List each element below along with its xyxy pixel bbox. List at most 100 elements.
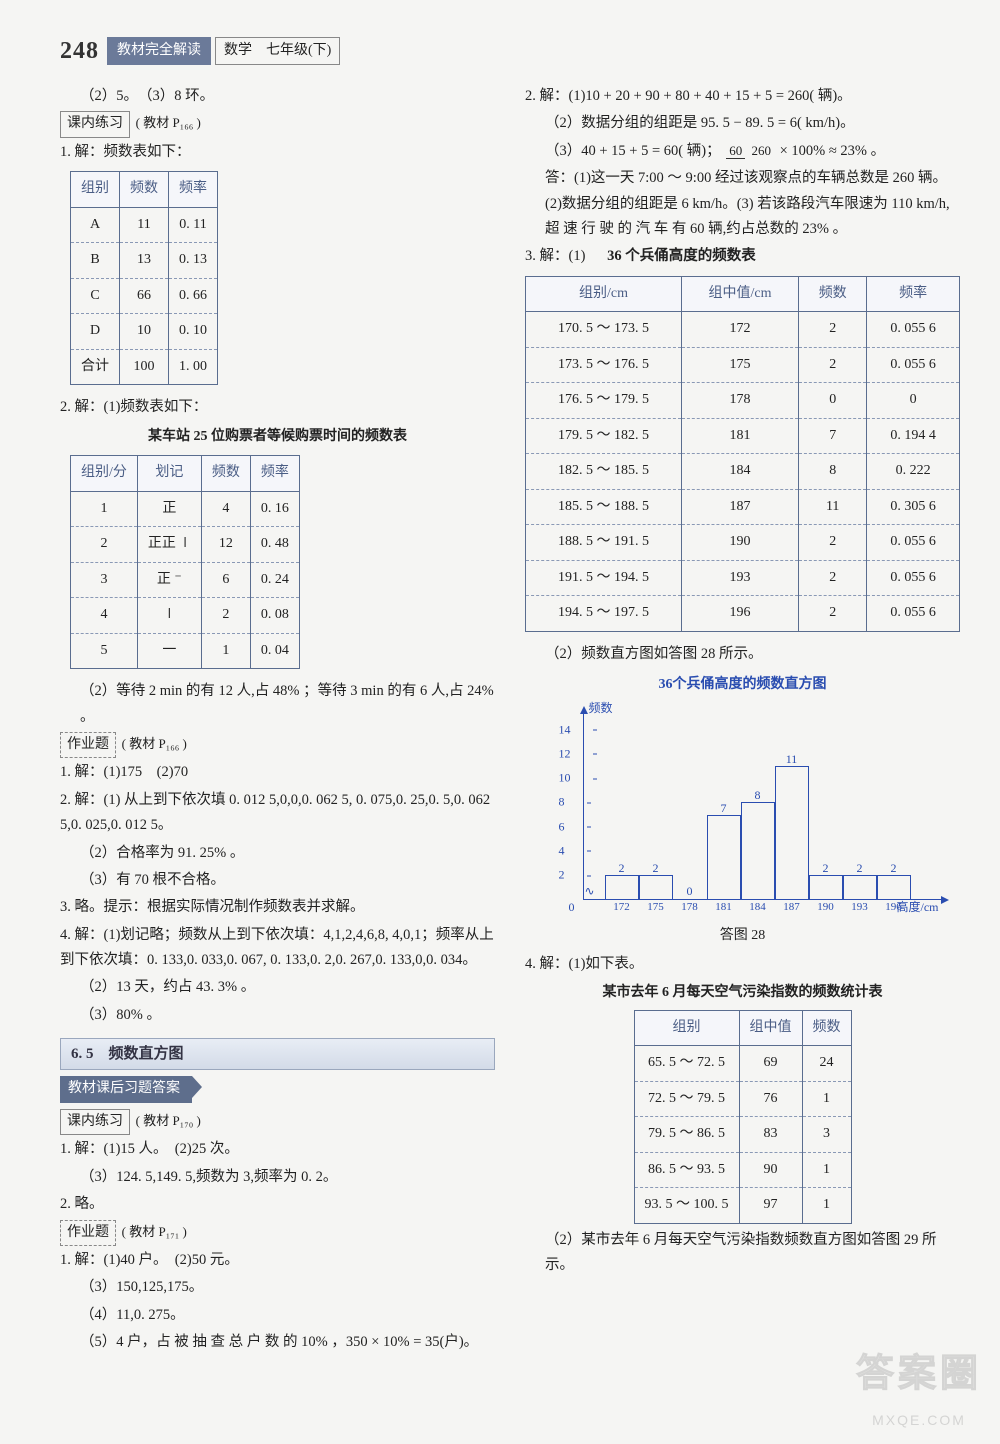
xtick: 172 — [613, 898, 630, 917]
xtick: 184 — [749, 898, 766, 917]
kn2-2: 2. 略。 — [60, 1192, 495, 1217]
ytick: 14 — [559, 719, 571, 740]
freq-table-3: 组别/cm组中值/cm频数频率170. 5 ～ 173. 517220. 055… — [525, 276, 960, 632]
r2c-pre: （3）40 + 15 + 5 = 60( 辆)； — [545, 143, 721, 159]
table-row: D100. 10 — [71, 314, 218, 350]
kn-ref: ( 教材 P₁₆₆ ) — [136, 115, 201, 130]
table-row: 72. 5 ～ 79. 5761 — [634, 1081, 851, 1117]
hist-bar: 2 — [639, 875, 673, 899]
hist-xlabel: 高度/cm — [897, 897, 939, 918]
r2b: （2）数据分组的组距是 95. 5 − 89. 5 = 6( km/h)。 — [545, 111, 960, 136]
xtick: 190 — [817, 898, 834, 917]
hw3: 3. 略。提示：根据实际情况制作频数表并求解。 — [60, 895, 495, 920]
histogram-28: 36个兵俑高度的频数直方图 频数 0 ∿ 高度/cm 2468101214217… — [543, 673, 943, 948]
bar-value-label: 11 — [776, 749, 808, 770]
table-row: 176. 5 ～ 179. 517800 — [526, 383, 960, 419]
xtick: 196 — [885, 898, 902, 917]
prev-answers: （2）5。 （3）8 环。 — [80, 84, 495, 109]
xtick: 193 — [851, 898, 868, 917]
table-row: 194. 5 ～ 197. 519620. 055 6 — [526, 596, 960, 632]
table-row: 170. 5 ～ 173. 517220. 055 6 — [526, 312, 960, 348]
page-number: 248 — [60, 30, 99, 72]
freq-table-2: 组别/分划记频数频率1正40. 162正正 𝍷120. 483正 ⁻60. 24… — [70, 455, 300, 669]
hw-ref: ( 教材 P₁₆₆ ) — [122, 736, 187, 751]
table-header: 组中值 — [739, 1010, 802, 1046]
r2a: 2. 解：(1)10 + 20 + 90 + 80 + 40 + 15 + 5 … — [525, 84, 960, 109]
r3-part2: （2）频数直方图如答图 28 所示。 — [545, 642, 960, 667]
hw2c: （3）有 70 根不合格。 — [80, 868, 495, 893]
table-row: 2正正 𝍷120. 48 — [71, 527, 300, 563]
ytick: 4 — [559, 840, 565, 861]
ytick: 2 — [559, 865, 565, 886]
right-column: 2. 解：(1)10 + 20 + 90 + 80 + 40 + 15 + 5 … — [525, 82, 960, 1358]
table-header: 频率 — [250, 456, 299, 492]
hw4b: （2）13 天，约占 43. 3% 。 — [80, 975, 495, 1000]
table-row: 86. 5 ～ 93. 5901 — [634, 1152, 851, 1188]
w1a: 1. 解：(1)40 户。 (2)50 元。 — [60, 1248, 495, 1273]
q2-intro: 2. 解：(1)频数表如下： — [60, 395, 495, 420]
table-row: 185. 5 ～ 188. 5187110. 305 6 — [526, 489, 960, 525]
table-row: 65. 5 ～ 72. 56924 — [634, 1046, 851, 1082]
r4-intro: 4. 解：(1)如下表。 — [525, 952, 960, 977]
hist-caption: 答图 28 — [543, 924, 943, 949]
table-header: 频率 — [169, 172, 218, 208]
r2c-post: × 100% ≈ 23% 。 — [780, 143, 886, 159]
bar-value-label: 8 — [742, 785, 774, 806]
bar-value-label: 2 — [640, 858, 672, 879]
table-row: A110. 11 — [71, 207, 218, 243]
table-header: 频率 — [867, 276, 960, 312]
xtick: 187 — [783, 898, 800, 917]
table-header: 组别 — [634, 1010, 739, 1046]
hist-bar: 2 — [809, 875, 843, 899]
header-chip-subject: 数学 七年级(下) — [215, 37, 340, 66]
freq-table-4: 组别组中值频数65. 5 ～ 72. 5692472. 5 ～ 79. 5761… — [634, 1010, 852, 1224]
table-row: B130. 13 — [71, 243, 218, 279]
hw2-label: 作业题 — [60, 1220, 116, 1247]
xtick: 175 — [647, 898, 664, 917]
table-row: 5一10. 04 — [71, 633, 300, 669]
r2c: （3）40 + 15 + 5 = 60( 辆)； 60 260 × 100% ≈… — [545, 139, 960, 164]
ytick: 10 — [559, 768, 571, 789]
q2-part2: （2）等待 2 min 的有 12 人,占 48% ；等待 3 min 的有 6… — [80, 679, 495, 730]
ytick: 12 — [559, 743, 571, 764]
hist-ylabel: 频数 — [589, 698, 613, 719]
hist-bar: 8 — [741, 802, 775, 899]
table4-caption: 某市去年 6 月每天空气污染指数的频数统计表 — [525, 981, 960, 1006]
table-header: 频数 — [802, 1010, 851, 1046]
page-header: 248 教材完全解读 数学 七年级(下) — [60, 30, 960, 72]
r2-answer: 答：(1)这一天 7:00 ～ 9:00 经过该观察点的车辆总数是 260 辆。… — [545, 166, 960, 242]
hist-bar: 2 — [843, 875, 877, 899]
origin-label: 0 — [569, 897, 575, 918]
subsection-answers: 教材课后习题答案 — [60, 1076, 192, 1103]
w1c: （4）11,0. 275。 — [80, 1303, 495, 1328]
table-row: 188. 5 ～ 191. 519020. 055 6 — [526, 525, 960, 561]
fraction-icon: 60 260 — [726, 144, 774, 158]
header-chip-series: 教材完全解读 — [107, 37, 211, 66]
table-row: 3正 ⁻60. 24 — [71, 562, 300, 598]
hist-title: 36个兵俑高度的频数直方图 — [543, 673, 943, 698]
hist-bar: 7 — [707, 815, 741, 900]
freq-table-1: 组别频数频率A110. 11B130. 13C660. 66D100. 10合计… — [70, 171, 218, 385]
table-header: 组别/cm — [526, 276, 682, 312]
kn2-1b: （3）124. 5,149. 5,频数为 3,频率为 0. 2。 — [80, 1165, 495, 1190]
table-header: 频数 — [120, 172, 169, 208]
r3-intro: 3. 解：(1) 36 个兵俑高度的频数表 — [525, 244, 960, 269]
table-row: 173. 5 ～ 176. 517520. 055 6 — [526, 347, 960, 383]
watermark: 答案圈 MXQE.COM — [856, 1341, 982, 1432]
table-header: 组别 — [71, 172, 120, 208]
table-row: 4𝍷20. 08 — [71, 598, 300, 634]
bar-value-label: 2 — [878, 858, 910, 879]
axis-break-icon: ∿ — [585, 881, 593, 902]
kn-label: 课内练习 — [60, 111, 130, 138]
bar-value-label: 7 — [708, 798, 740, 819]
hw2b: （2）合格率为 91. 25% 。 — [80, 841, 495, 866]
hw-label: 作业题 — [60, 732, 116, 759]
hw4c: （3）80% 。 — [80, 1003, 495, 1028]
watermark-small: MXQE.COM — [856, 1408, 982, 1433]
ytick: 6 — [559, 816, 565, 837]
table-row: 1正40. 16 — [71, 491, 300, 527]
table-row: 79. 5 ～ 86. 5833 — [634, 1117, 851, 1153]
hist-bar: 11 — [775, 766, 809, 900]
kn2-1: 1. 解：(1)15 人。 (2)25 次。 — [60, 1137, 495, 1162]
table-header: 组别/分 — [71, 456, 138, 492]
